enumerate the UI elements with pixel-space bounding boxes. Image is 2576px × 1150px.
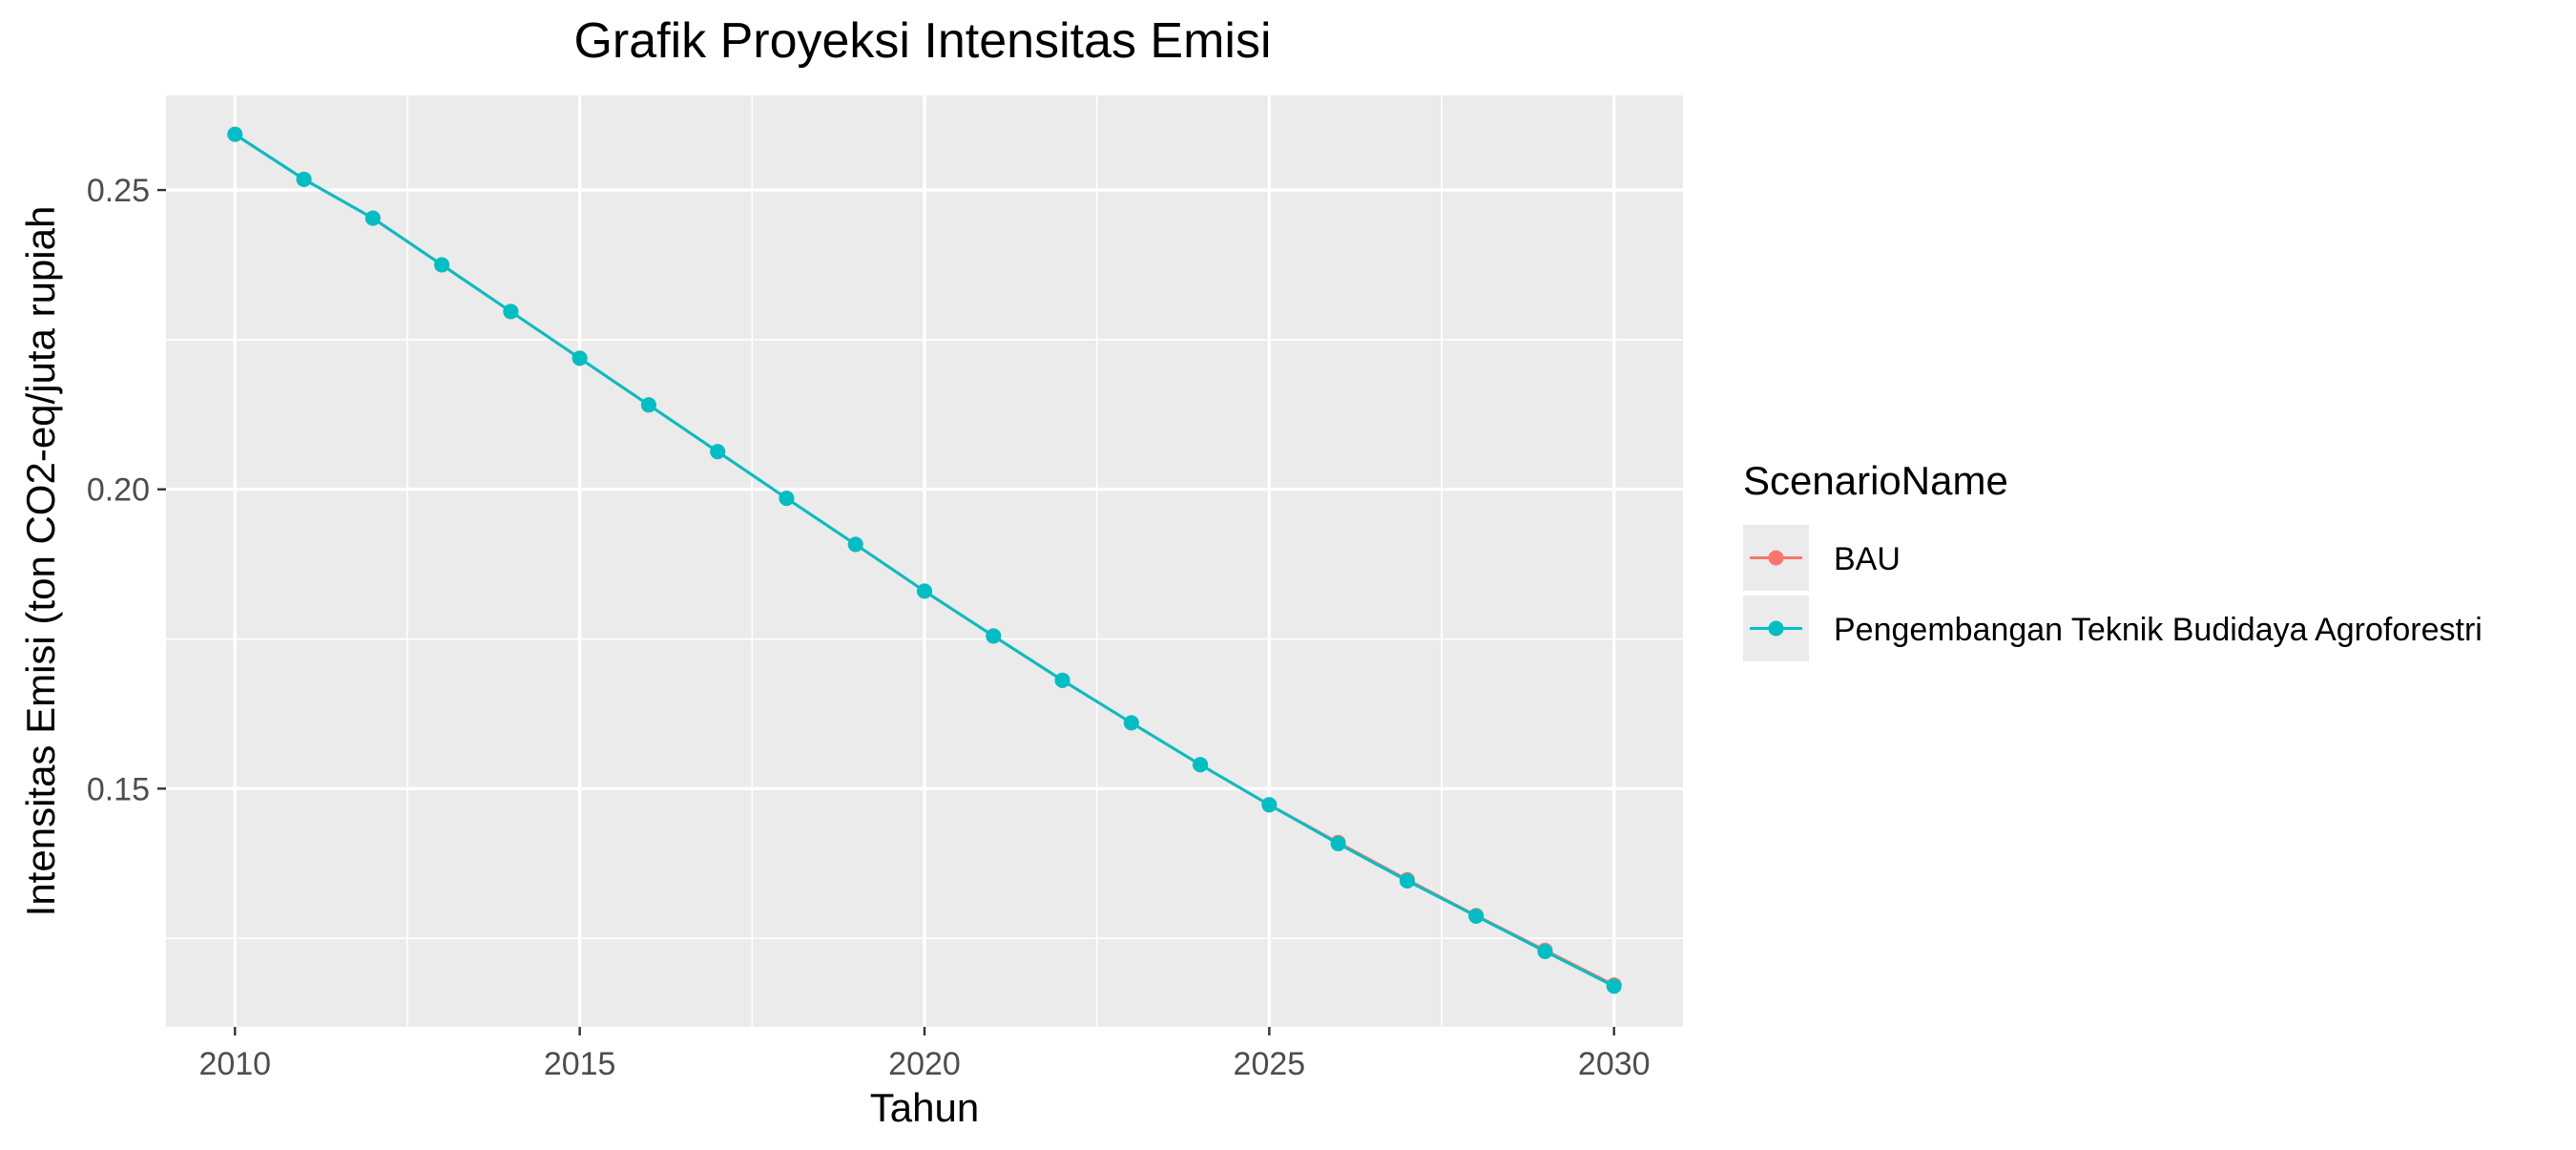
data-point xyxy=(1606,978,1622,994)
data-point xyxy=(434,257,450,273)
y-axis-title: Intensitas Emisi (ton CO2-eq/juta rupiah xyxy=(18,206,63,917)
data-point xyxy=(1468,908,1485,924)
legend-label: Pengembangan Teknik Budidaya Agroforestr… xyxy=(1834,612,2483,648)
data-point xyxy=(847,536,863,553)
legend-label: BAU xyxy=(1834,541,1901,577)
legend: ScenarioName BAU Pengembangan Teknik Budi… xyxy=(1743,458,2483,661)
axis-tick-labels: 2010 2015 2020 2025 2030 0.15 0.20 0.25 xyxy=(87,173,1651,1082)
legend-item: Pengembangan Teknik Budidaya Agroforestr… xyxy=(1743,596,2483,661)
data-point xyxy=(503,303,519,320)
legend-items: BAU Pengembangan Teknik Budidaya Agrofore… xyxy=(1743,525,2483,661)
series-1 xyxy=(227,126,1622,994)
data-point xyxy=(1261,797,1278,813)
data-point xyxy=(1330,836,1346,852)
data-point xyxy=(227,126,243,142)
data-point xyxy=(710,444,726,460)
major-gridlines xyxy=(166,95,1683,1027)
data-point xyxy=(1193,757,1209,773)
y-tick-label: 0.25 xyxy=(87,173,150,209)
data-point xyxy=(986,628,1002,644)
x-tick-label: 2015 xyxy=(544,1046,616,1082)
data-point xyxy=(1399,872,1415,889)
legend-key-point xyxy=(1768,550,1784,566)
data-point xyxy=(571,350,588,366)
legend-key-point xyxy=(1768,620,1784,637)
data-point xyxy=(1537,943,1553,959)
x-tick-label: 2025 xyxy=(1234,1046,1306,1082)
data-point xyxy=(640,397,656,413)
x-tick-label: 2020 xyxy=(888,1046,961,1082)
axis-ticks xyxy=(157,188,1615,1035)
y-tick-label: 0.20 xyxy=(87,472,150,509)
legend-title: ScenarioName xyxy=(1743,458,2008,503)
data-point xyxy=(364,210,381,226)
y-tick-label: 0.15 xyxy=(87,771,150,807)
x-tick-label: 2030 xyxy=(1578,1046,1651,1082)
series-layer xyxy=(227,126,1622,994)
data-point xyxy=(296,171,312,187)
data-point xyxy=(917,583,932,599)
x-axis-title: Tahun xyxy=(870,1085,979,1130)
legend-item: BAU xyxy=(1743,525,1901,591)
data-point xyxy=(1123,715,1139,731)
data-point xyxy=(779,491,795,507)
chart-title: Grafik Proyeksi Intensitas Emisi xyxy=(573,13,1271,69)
x-tick-label: 2010 xyxy=(198,1046,271,1082)
data-point xyxy=(1054,672,1070,688)
